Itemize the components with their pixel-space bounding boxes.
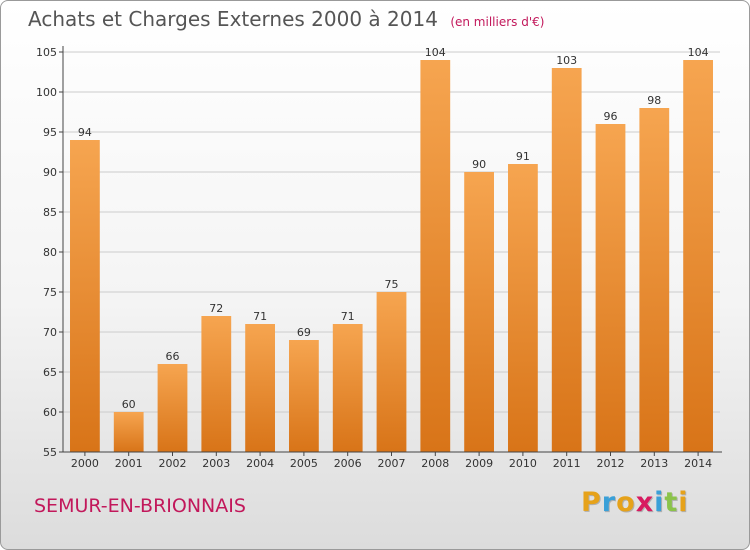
value-label: 90	[472, 158, 486, 171]
x-tick-label: 2004	[246, 457, 274, 470]
x-tick-label: 2007	[378, 457, 406, 470]
x-tick-label: 2001	[115, 457, 143, 470]
proxiti-logo: Proxiti	[581, 487, 689, 518]
y-tick-label: 60	[43, 406, 57, 419]
x-tick-label: 2012	[597, 457, 625, 470]
value-label: 98	[647, 94, 661, 107]
logo-letter: i	[678, 487, 689, 518]
value-label: 66	[166, 350, 180, 363]
value-label: 96	[604, 110, 618, 123]
logo-letter: t	[664, 487, 679, 518]
y-tick-label: 70	[43, 326, 57, 339]
value-label: 72	[209, 302, 223, 315]
y-tick-label: 95	[43, 126, 57, 139]
bar	[595, 124, 626, 452]
axes	[62, 46, 722, 453]
bar	[420, 60, 451, 452]
unit-label: (en milliers d'€)	[450, 15, 545, 29]
x-tick-label: 2014	[684, 457, 712, 470]
value-label: 71	[253, 310, 267, 323]
y-tick-label: 105	[36, 46, 57, 59]
y-tick-label: 90	[43, 166, 57, 179]
chart-title: Achats et Charges Externes 2000 à 2014 (…	[28, 7, 544, 31]
logo-letter: x	[635, 487, 655, 518]
x-tick-label: 2006	[334, 457, 362, 470]
bar	[113, 412, 144, 452]
bar	[70, 140, 100, 452]
logo-letter: r	[601, 487, 617, 518]
bars: 94 60 66 72 71 69 71 75 104 90 91 103 96 98 104	[70, 46, 713, 452]
bar	[245, 324, 275, 452]
y-tick-label: 85	[43, 206, 57, 219]
y-tick-label: 75	[43, 286, 57, 299]
value-label: 71	[341, 310, 355, 323]
x-axis-ticks: 2000 2001 2002 2003 2004 2005 2006 2007 2008 2009…	[71, 452, 712, 470]
x-tick-label: 2010	[509, 457, 537, 470]
bar	[376, 292, 407, 452]
logo-letter: P	[581, 487, 602, 518]
y-tick-label: 65	[43, 366, 57, 379]
value-label: 103	[556, 54, 577, 67]
y-axis-ticks: 55 60 65 70 75 80 85 90 95 100 105	[36, 46, 63, 459]
bar	[157, 364, 188, 452]
x-tick-label: 2002	[159, 457, 187, 470]
logo-letter: o	[616, 487, 636, 518]
x-tick-label: 2011	[553, 457, 581, 470]
bar	[289, 340, 319, 452]
y-tick-label: 55	[43, 446, 57, 459]
logo-letter: i	[654, 487, 665, 518]
bar	[464, 172, 494, 452]
x-tick-label: 2000	[71, 457, 99, 470]
bar	[508, 164, 538, 452]
title-text: Achats et Charges Externes 2000 à 2014	[28, 7, 438, 31]
y-tick-label: 100	[36, 86, 57, 99]
value-label: 75	[385, 278, 399, 291]
value-label: 60	[122, 398, 136, 411]
value-label: 104	[688, 46, 709, 59]
x-tick-label: 2008	[421, 457, 449, 470]
x-tick-label: 2003	[202, 457, 230, 470]
value-label: 94	[78, 126, 92, 139]
commune-name: SEMUR-EN-BRIONNAIS	[34, 495, 246, 517]
value-label: 69	[297, 326, 311, 339]
x-tick-label: 2013	[640, 457, 668, 470]
x-tick-label: 2009	[465, 457, 493, 470]
bar	[639, 108, 670, 452]
bar	[201, 316, 232, 452]
value-label: 91	[516, 150, 530, 163]
bar	[683, 60, 713, 452]
value-label: 104	[425, 46, 446, 59]
y-tick-label: 80	[43, 246, 57, 259]
bar	[551, 68, 582, 452]
bar	[332, 324, 363, 452]
x-tick-label: 2005	[290, 457, 318, 470]
